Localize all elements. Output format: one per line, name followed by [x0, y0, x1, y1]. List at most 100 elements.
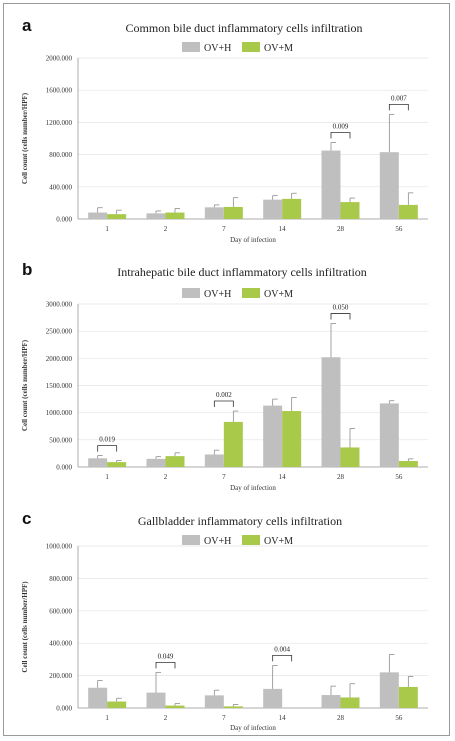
- bar-OVM-28: [340, 697, 360, 708]
- chart-a: 0.000 400.000 800.000 1200.000 1600.000 2000.…: [21, 42, 428, 244]
- y-tick-label: 0.000: [56, 216, 72, 224]
- x-tick-label: 2: [164, 473, 168, 481]
- p-value-label: 0.050: [333, 304, 349, 312]
- legend: OV+H OV+M: [182, 288, 293, 300]
- legend-label-OVH: OV+H: [204, 43, 231, 54]
- chart-title-b: Intrahepatic bile duct inflammatory cell…: [117, 265, 367, 279]
- bar-OVH-7: [204, 695, 224, 708]
- y-tick-label: 3000.000: [46, 301, 73, 309]
- legend-swatch-OVM: [242, 42, 260, 52]
- bar-OVH-14: [263, 199, 283, 219]
- bar-OVM-28: [340, 447, 360, 467]
- y-tick-label: 1000.000: [46, 543, 73, 551]
- chart-title-a: Common bile duct inflammatory cells infi…: [126, 21, 363, 35]
- x-tick-label: 56: [395, 714, 403, 722]
- bar-OVM-56: [398, 686, 418, 708]
- panel-letter-a: a: [22, 16, 32, 35]
- bar-OVM-2: [165, 705, 185, 708]
- x-tick-label: 7: [222, 225, 226, 233]
- bar-OVM-2: [165, 212, 185, 219]
- legend-swatch-OVM: [242, 288, 260, 298]
- x-tick-label: 14: [279, 473, 287, 481]
- x-axis-label: Day of infection: [230, 724, 276, 732]
- bar-OVH-28: [321, 357, 341, 467]
- x-tick-label: 14: [279, 714, 287, 722]
- chart-c: 0.000 200.000 400.000 600.000 800.000 1000.00…: [21, 535, 428, 732]
- chart-b: 0.000 500.000 1000.000 1500.000 2000.000 2500…: [21, 288, 428, 492]
- legend-swatch-OVH: [182, 42, 200, 52]
- chart-title-c: Gallbladder inflammatory cells infiltrat…: [138, 514, 342, 528]
- panel-letter-c: c: [22, 509, 31, 528]
- bar-OVH-28: [321, 150, 341, 219]
- legend-label-OVH: OV+H: [204, 536, 231, 547]
- figure-frame: [3, 3, 450, 736]
- y-tick-label: 1000.000: [46, 409, 73, 417]
- y-tick-label: 400.000: [49, 640, 72, 648]
- y-tick-label: 400.000: [49, 183, 72, 191]
- bar-OVH-56: [379, 672, 399, 708]
- y-axis-label: Cell count (cells number/HPF): [21, 92, 29, 184]
- x-tick-label: 2: [164, 225, 168, 233]
- bar-OVM-1: [107, 462, 127, 467]
- bar-OVH-14: [263, 688, 283, 708]
- bar-OVM-14: [282, 198, 302, 219]
- bar-OVH-7: [204, 454, 224, 467]
- x-tick-label: 1: [105, 473, 109, 481]
- bar-OVH-2: [146, 458, 166, 467]
- x-tick-label: 14: [279, 225, 287, 233]
- panel-c: c Gallbladder inflammatory cells infiltr…: [21, 509, 428, 732]
- p-value-label: 0.009: [333, 123, 349, 131]
- bar-OVM-2: [165, 456, 185, 467]
- bar-OVH-1: [88, 687, 108, 708]
- bar-OVH-56: [379, 403, 399, 467]
- y-tick-label: 1500.000: [46, 382, 73, 390]
- bar-OVM-7: [223, 206, 243, 219]
- x-tick-label: 7: [222, 714, 226, 722]
- y-tick-label: 0.000: [56, 705, 72, 713]
- y-axis-label: Cell count (cells number/HPF): [21, 339, 29, 431]
- p-value-label: 0.002: [216, 391, 232, 399]
- bar-OVH-56: [379, 152, 399, 219]
- y-tick-label: 2000.000: [46, 355, 73, 363]
- x-axis-label: Day of infection: [230, 236, 276, 244]
- legend-label-OVH: OV+H: [204, 289, 231, 300]
- y-tick-label: 200.000: [49, 672, 72, 680]
- significance-bracket: [330, 132, 351, 139]
- legend-swatch-OVH: [182, 535, 200, 545]
- legend-swatch-OVM: [242, 535, 260, 545]
- bar-OVH-2: [146, 213, 166, 219]
- bar-OVM-14: [282, 411, 302, 467]
- bar-OVM-7: [223, 421, 243, 467]
- significance-bracket: [97, 445, 118, 452]
- legend-label-OVM: OV+M: [264, 289, 293, 300]
- bar-OVH-2: [146, 692, 166, 708]
- x-tick-label: 1: [105, 714, 109, 722]
- y-tick-label: 1200.000: [46, 119, 73, 127]
- y-tick-label: 2500.000: [46, 328, 73, 336]
- x-tick-label: 28: [337, 714, 345, 722]
- bar-OVM-56: [398, 461, 418, 467]
- y-axis-label: Cell count (cells number/HPF): [21, 581, 29, 673]
- x-tick-label: 28: [337, 473, 345, 481]
- bar-OVH-28: [321, 695, 341, 708]
- significance-bracket: [272, 654, 293, 662]
- legend: OV+H OV+M: [182, 42, 293, 54]
- significance-bracket: [388, 103, 409, 111]
- x-tick-label: 28: [337, 225, 345, 233]
- bar-OVM-56: [398, 204, 418, 219]
- significance-bracket: [213, 400, 234, 408]
- p-value-label: 0.007: [391, 94, 407, 102]
- bar-OVH-14: [263, 405, 283, 467]
- y-tick-label: 800.000: [49, 575, 72, 583]
- bar-OVH-1: [88, 458, 108, 467]
- panel-letter-b: b: [22, 260, 32, 279]
- bar-OVH-7: [204, 207, 224, 219]
- significance-bracket: [155, 661, 176, 669]
- panel-a: a Common bile duct inflammatory cells in…: [21, 16, 428, 244]
- p-value-label: 0.004: [274, 645, 290, 653]
- bar-OVM-1: [107, 214, 127, 219]
- legend: OV+H OV+M: [182, 535, 293, 547]
- x-tick-label: 7: [222, 473, 226, 481]
- y-tick-label: 1600.000: [46, 87, 73, 95]
